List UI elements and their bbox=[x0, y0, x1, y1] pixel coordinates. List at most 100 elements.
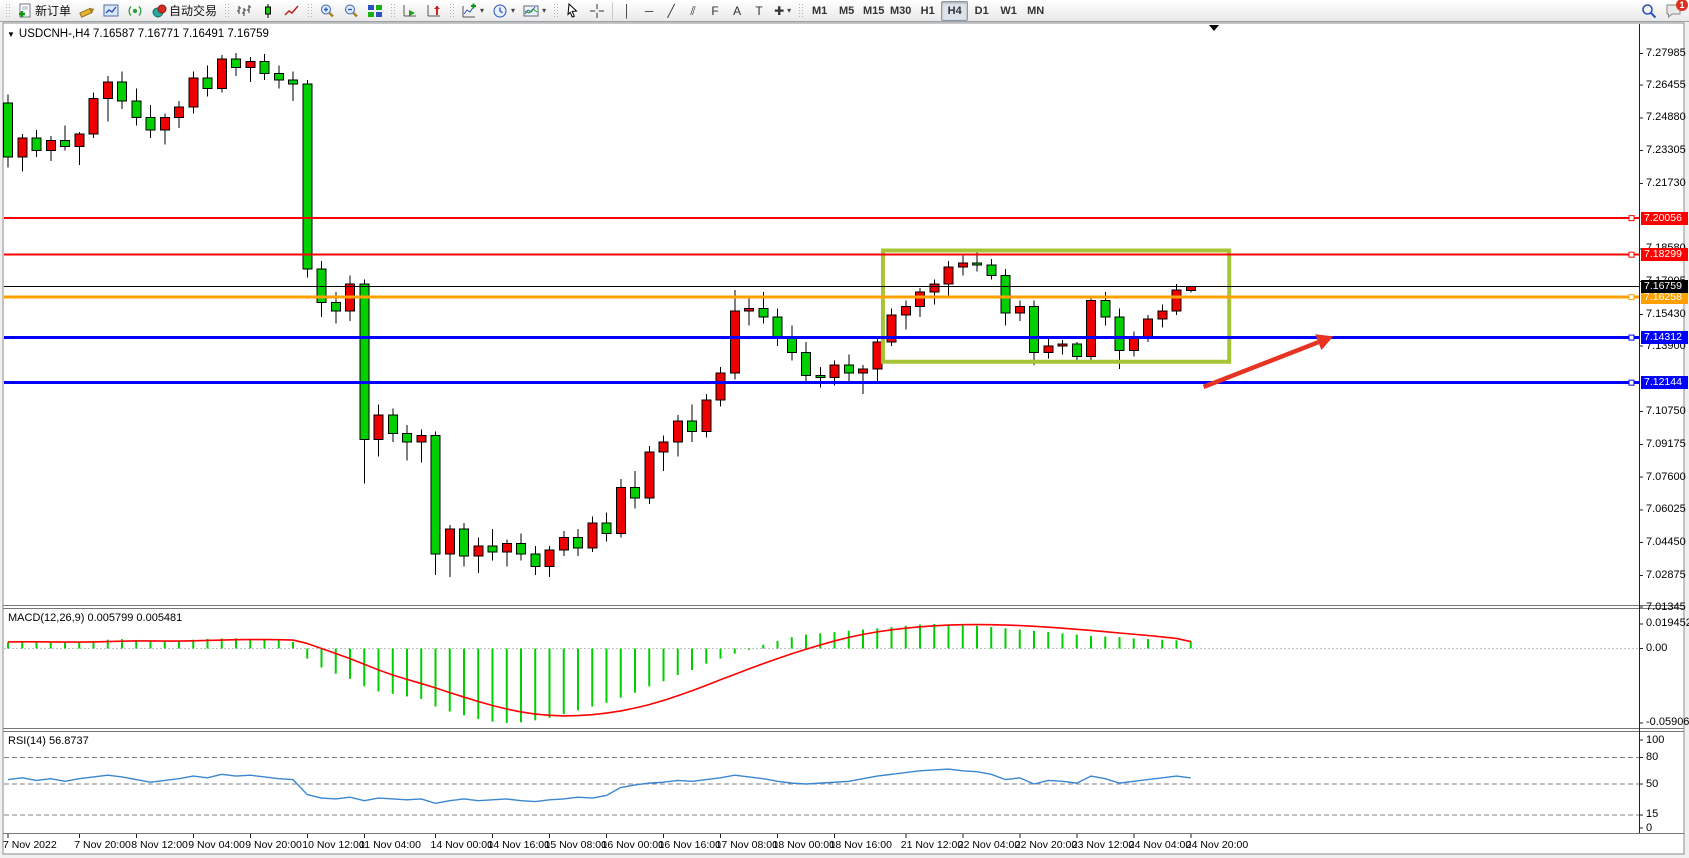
candle bbox=[231, 53, 241, 76]
candle bbox=[558, 531, 569, 557]
candle bbox=[929, 279, 940, 305]
cross-icon bbox=[589, 3, 605, 19]
candle bbox=[744, 296, 754, 326]
tf-w1-button[interactable]: W1 bbox=[995, 1, 1022, 21]
tf-h1-label: H1 bbox=[920, 4, 935, 17]
chart-shift-button[interactable] bbox=[422, 1, 446, 21]
candle bbox=[430, 431, 441, 575]
toolbar-group-handle bbox=[390, 2, 396, 19]
auto-trading-label: 自动交易 bbox=[169, 4, 218, 18]
arrows-button[interactable]: ✚ ▾ bbox=[770, 1, 795, 21]
tf-m1-button[interactable]: M1 bbox=[806, 1, 833, 21]
crayon-button[interactable] bbox=[75, 1, 99, 21]
symbol-dropdown-icon[interactable]: ▼ bbox=[7, 29, 15, 39]
tf-h4-label: H4 bbox=[947, 4, 962, 17]
candle bbox=[45, 136, 56, 162]
tf-m5-button[interactable]: M5 bbox=[833, 1, 860, 21]
candle bbox=[102, 75, 113, 122]
rsi-panel bbox=[4, 757, 1639, 816]
equidistant-channel-button[interactable]: ⫽ bbox=[682, 1, 704, 21]
horizontal-line-button[interactable]: ─ bbox=[638, 1, 660, 21]
line-chart-button[interactable] bbox=[280, 1, 304, 21]
crosshair-button[interactable] bbox=[585, 1, 609, 21]
zoom-out-button[interactable] bbox=[339, 1, 363, 21]
candle bbox=[701, 393, 712, 438]
candle bbox=[615, 479, 626, 538]
candle bbox=[957, 254, 968, 276]
toolbar-separator bbox=[612, 1, 614, 20]
candle bbox=[886, 308, 897, 347]
new-order-button[interactable]: 新订单 bbox=[13, 1, 75, 21]
candle bbox=[259, 53, 270, 80]
notifications-button[interactable]: 1 bbox=[1661, 0, 1688, 21]
tf-m30-button[interactable]: M30 bbox=[887, 1, 914, 21]
cursor-button[interactable] bbox=[561, 1, 585, 21]
tile-icon bbox=[367, 3, 383, 19]
candle bbox=[402, 425, 412, 461]
candle bbox=[630, 470, 640, 509]
trend-arrow[interactable] bbox=[1202, 334, 1334, 390]
toolbar-group-handle bbox=[798, 2, 804, 19]
tf-h4-button[interactable]: H4 bbox=[941, 0, 969, 21]
auto-scroll-button[interactable] bbox=[398, 1, 422, 21]
line-icon bbox=[284, 3, 300, 19]
charts-icon bbox=[103, 3, 119, 19]
periods-button[interactable]: ▾ bbox=[488, 1, 519, 21]
signal-icon bbox=[127, 3, 143, 19]
auto-trading-button[interactable]: 自动交易 bbox=[147, 1, 221, 21]
toolbar-group-handle bbox=[553, 2, 559, 19]
candle bbox=[644, 445, 655, 505]
tf-m5-label: M5 bbox=[839, 4, 855, 17]
fibonacci-button[interactable]: F bbox=[704, 1, 726, 21]
cursor-icon bbox=[565, 2, 581, 19]
candle bbox=[715, 366, 726, 407]
tf-m30-label: M30 bbox=[889, 4, 912, 17]
candle bbox=[245, 57, 256, 83]
doc-plus-icon bbox=[17, 3, 33, 19]
candle bbox=[373, 404, 384, 457]
bars-icon bbox=[236, 3, 252, 19]
zoom-in-button[interactable] bbox=[315, 1, 339, 21]
candle bbox=[1171, 283, 1182, 315]
consolidation-box[interactable] bbox=[880, 248, 1232, 364]
candle bbox=[174, 100, 184, 128]
text-label-button[interactable]: T bbox=[748, 1, 770, 21]
candle bbox=[672, 414, 683, 457]
candle bbox=[815, 366, 826, 388]
signals-button[interactable] bbox=[123, 1, 147, 21]
line-end-marker bbox=[1628, 334, 1635, 341]
tf-d1-button[interactable]: D1 bbox=[968, 1, 995, 21]
candle bbox=[216, 55, 227, 93]
rsi-indicator-label: RSI(14) 56.8737 bbox=[8, 735, 89, 747]
trendline-button[interactable]: ╱ bbox=[660, 1, 682, 21]
candle bbox=[501, 539, 512, 567]
bar-chart-button[interactable] bbox=[232, 1, 256, 21]
tpl-icon bbox=[523, 3, 539, 19]
candle bbox=[1071, 341, 1082, 363]
new-order-label: 新订单 bbox=[35, 4, 72, 18]
candle bbox=[687, 404, 697, 442]
chart-shift-marker[interactable] bbox=[1209, 25, 1219, 31]
tf-mn-button[interactable]: MN bbox=[1022, 1, 1049, 21]
templates-button[interactable]: ▾ bbox=[519, 1, 550, 21]
candlestick-chart-button[interactable] bbox=[256, 1, 280, 21]
candle bbox=[288, 71, 298, 101]
tf-w1-label: W1 bbox=[1000, 4, 1017, 17]
trendline-icon: ╱ bbox=[667, 3, 675, 18]
candle bbox=[316, 260, 327, 318]
toolbar-group-handle bbox=[449, 2, 455, 19]
tf-m15-button[interactable]: M15 bbox=[860, 1, 887, 21]
tf-h1-button[interactable]: H1 bbox=[914, 1, 941, 21]
chart-profiles-button[interactable] bbox=[99, 1, 123, 21]
candle bbox=[530, 545, 541, 575]
candle bbox=[487, 529, 498, 561]
line-end-marker bbox=[1628, 294, 1635, 301]
text-button[interactable]: A bbox=[726, 1, 748, 21]
vertical-line-button[interactable]: │ bbox=[616, 1, 638, 21]
tf-m15-label: M15 bbox=[862, 4, 885, 17]
indicators-button[interactable]: ▾ bbox=[457, 1, 488, 21]
search-button[interactable] bbox=[1637, 1, 1661, 21]
tile-windows-button[interactable] bbox=[363, 1, 387, 21]
candle bbox=[131, 88, 142, 126]
